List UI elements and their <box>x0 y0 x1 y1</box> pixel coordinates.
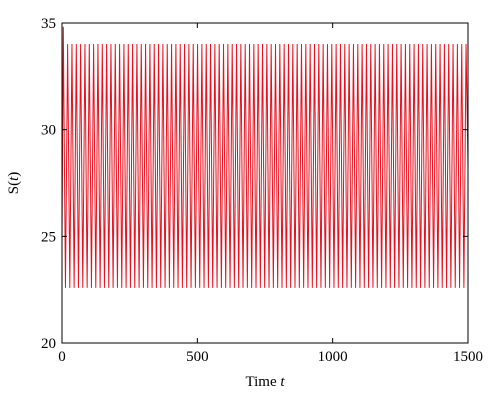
y-tick-label: 25 <box>41 229 56 245</box>
plot-frame <box>61 22 469 344</box>
x-tick-label: 1000 <box>318 349 348 365</box>
x-axis-label: Time t <box>245 374 285 390</box>
series-line <box>61 26 469 289</box>
x-tick-label: 0 <box>58 349 66 365</box>
x-tick-label: 500 <box>186 349 209 365</box>
y-tick-label: 30 <box>41 123 56 139</box>
x-tick-label: 1500 <box>453 349 483 365</box>
y-tick-label: 20 <box>41 336 56 352</box>
y-axis-label: S(t) <box>6 172 22 195</box>
y-tick-label: 35 <box>41 16 56 32</box>
tick-layer: 0 500 1000 1500 20 25 30 35 <box>41 16 483 365</box>
series-layer <box>61 26 469 289</box>
